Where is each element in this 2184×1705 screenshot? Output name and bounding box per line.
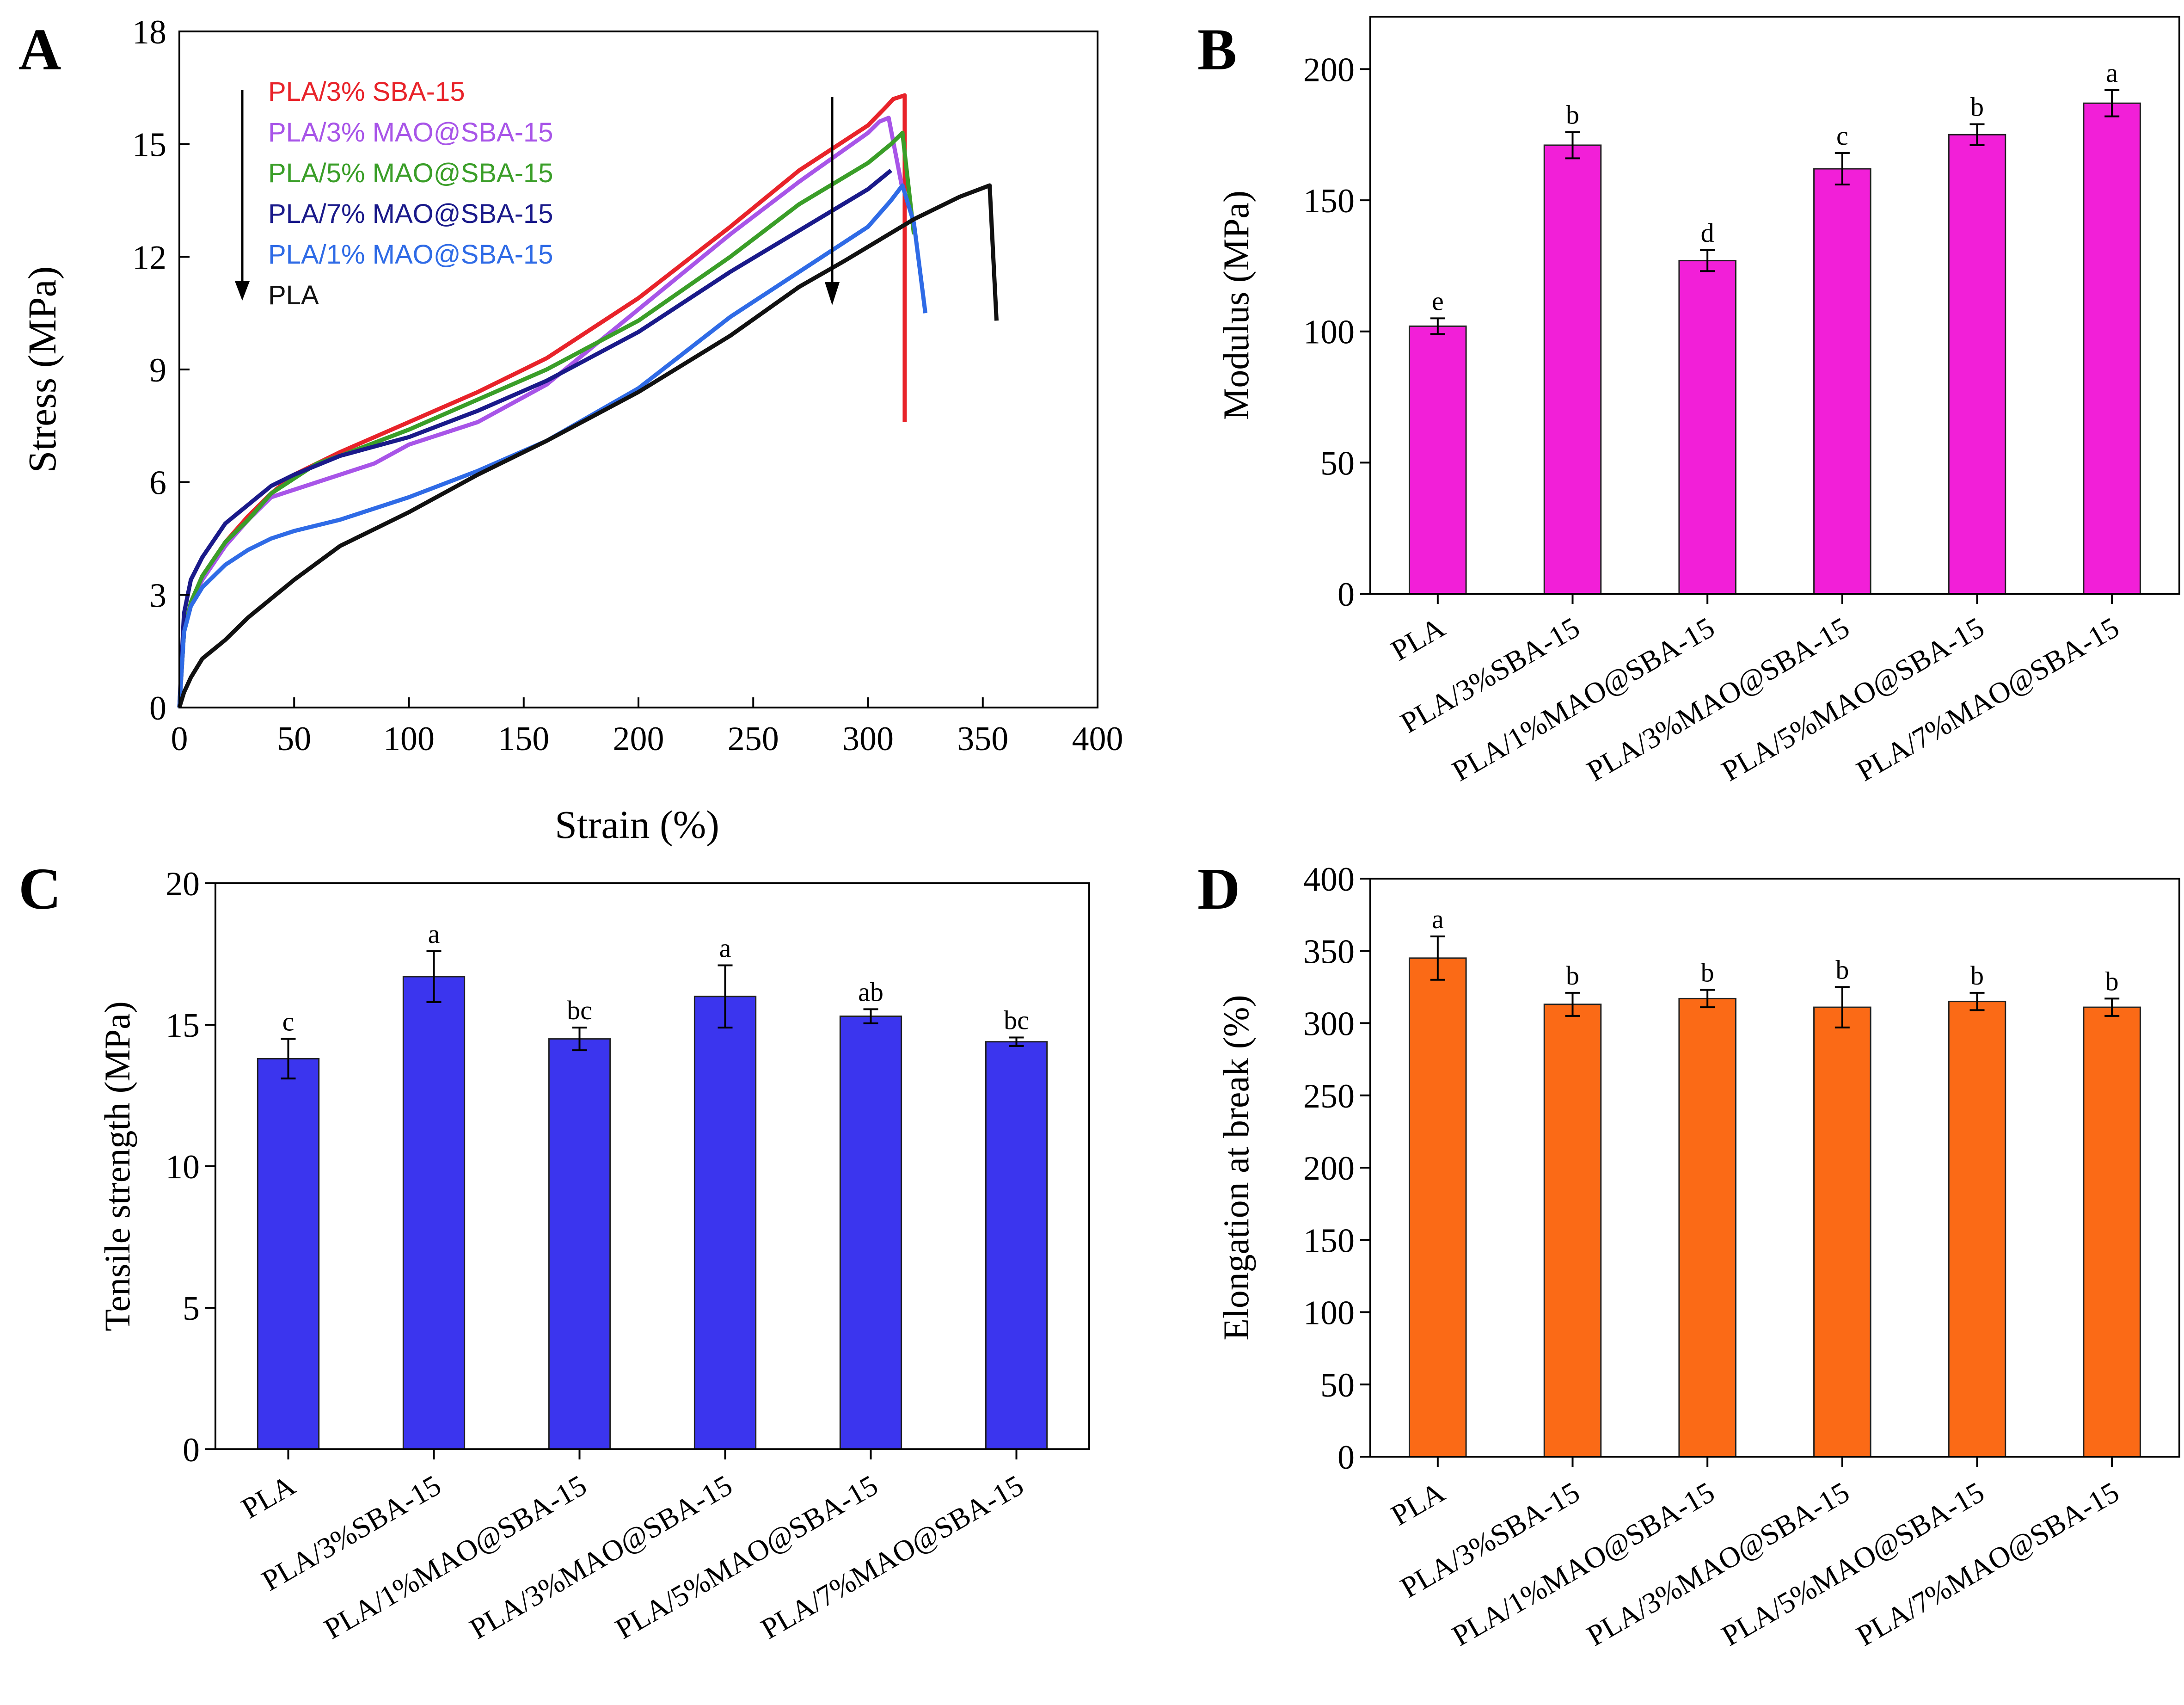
y-tick-label: 350	[1303, 933, 1355, 971]
y-tick-label: 50	[1320, 444, 1355, 482]
y-tick-label: 400	[1303, 861, 1355, 899]
panel-b-frame	[1369, 16, 2180, 595]
y-tick-label: 20	[166, 865, 200, 903]
legend-entry: PLA/1% MAO@SBA-15	[268, 240, 553, 270]
y-tick-label: 200	[1303, 51, 1355, 89]
significance-label: b	[2105, 966, 2119, 996]
panel-a-legend: PLA/3% SBA-15 PLA/3% MAO@SBA-15 PLA/5% MAO…	[235, 77, 553, 310]
bar	[1543, 1003, 1602, 1458]
y-tick-label: 150	[1303, 182, 1355, 220]
legend-entry: PLA/5% MAO@SBA-15	[268, 158, 553, 188]
annotation-arrow	[825, 97, 840, 305]
bar	[1543, 144, 1602, 595]
series-line	[177, 169, 893, 708]
series-line	[177, 183, 928, 708]
y-tick-label: 3	[149, 577, 166, 615]
bar	[1409, 325, 1467, 595]
panel-b-ylabel: Modulus (MPa)	[1216, 191, 1256, 420]
bar	[402, 976, 466, 1450]
x-tick-label: 350	[957, 720, 1008, 758]
y-tick-label: 250	[1303, 1077, 1355, 1115]
bar	[839, 1016, 902, 1450]
series-line	[177, 183, 999, 708]
bar	[257, 1058, 320, 1450]
bar	[1409, 957, 1467, 1458]
legend-entry: PLA/7% MAO@SBA-15	[268, 199, 553, 229]
panel-d-label: D	[1197, 856, 1240, 922]
x-tick-label: 100	[383, 720, 435, 758]
y-tick-label: 0	[1337, 576, 1355, 614]
bar	[1678, 997, 1736, 1458]
legend-entry: PLA	[268, 280, 319, 310]
panel-a-ylabel: Stress (MPa)	[20, 266, 64, 473]
panel-c-frame	[215, 882, 1090, 1450]
bar	[1948, 134, 2006, 595]
bar	[1813, 1006, 1871, 1458]
bar	[1678, 260, 1736, 595]
significance-label: b	[1835, 954, 1849, 985]
x-tick-label: 250	[728, 720, 779, 758]
y-tick-label: 15	[166, 1007, 200, 1045]
panel-d-ylabel: Elongation at break (%)	[1216, 995, 1256, 1340]
significance-label: b	[1970, 92, 1984, 122]
legend-entry: PLA/3% SBA-15	[268, 77, 465, 107]
significance-label: bc	[1004, 1005, 1029, 1035]
significance-label: c	[1836, 121, 1848, 151]
bar	[1948, 1001, 2006, 1458]
y-tick-label: 0	[1337, 1439, 1355, 1477]
significance-label: a	[1432, 904, 1444, 934]
x-tick-label: 200	[613, 720, 664, 758]
panel-a-stress-strain-chart: A 0 50 100 150 200 250 300 350 400 0 3 6 9 12 15 18 PLA…	[18, 13, 1123, 847]
panel-d-frame	[1369, 878, 2180, 1458]
y-tick-label: 9	[149, 351, 166, 389]
panel-b-label: B	[1197, 17, 1237, 82]
y-tick-label: 150	[1303, 1222, 1355, 1260]
bar	[2083, 1006, 2141, 1458]
significance-label: a	[719, 933, 731, 963]
significance-label: bc	[567, 995, 592, 1025]
legend-entry: PLA/3% MAO@SBA-15	[268, 117, 553, 148]
x-tick-label: 300	[842, 720, 894, 758]
significance-label: c	[282, 1007, 294, 1037]
x-tick-label: 0	[171, 720, 188, 758]
y-tick-label: 0	[183, 1431, 200, 1469]
y-tick-label: 50	[1320, 1366, 1355, 1404]
legend-arrow-head	[235, 281, 250, 301]
series-line	[177, 130, 916, 708]
panel-a-frame	[178, 31, 1098, 708]
significance-label: ab	[858, 977, 883, 1007]
bar	[693, 996, 757, 1450]
y-tick-label: 18	[132, 13, 166, 51]
y-tick-label: 12	[132, 239, 166, 277]
bar	[985, 1041, 1048, 1450]
significance-label: a	[2106, 58, 2118, 88]
panel-c-ylabel: Tensile strength (MPa)	[97, 1001, 137, 1331]
y-tick-label: 10	[166, 1148, 200, 1186]
bar	[2083, 102, 2141, 595]
significance-label: e	[1432, 286, 1444, 316]
y-tick-label: 100	[1303, 314, 1355, 351]
significance-label: b	[1701, 958, 1714, 988]
panel-a-xlabel: Strain (%)	[555, 802, 719, 847]
panel-c-label: C	[18, 856, 61, 922]
significance-label: b	[1566, 960, 1579, 991]
x-tick-label: 400	[1072, 720, 1123, 758]
panel-a-label: A	[18, 17, 61, 82]
x-tick-label: 150	[498, 720, 549, 758]
y-tick-label: 0	[149, 689, 166, 727]
y-tick-label: 100	[1303, 1294, 1355, 1332]
significance-label: a	[428, 919, 440, 949]
y-tick-label: 6	[149, 464, 166, 502]
y-tick-label: 200	[1303, 1150, 1355, 1188]
significance-label: b	[1566, 100, 1579, 130]
y-tick-label: 300	[1303, 1005, 1355, 1043]
x-tick-label: 50	[277, 720, 311, 758]
y-tick-label: 15	[132, 126, 166, 164]
bar	[1813, 168, 1871, 595]
y-tick-label: 5	[183, 1290, 200, 1328]
significance-label: d	[1701, 218, 1714, 248]
significance-label: b	[1970, 960, 1984, 991]
bar	[548, 1038, 611, 1450]
